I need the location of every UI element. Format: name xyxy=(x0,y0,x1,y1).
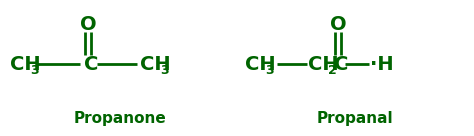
Text: CH: CH xyxy=(10,55,41,73)
Text: Propanal: Propanal xyxy=(317,110,393,126)
Text: CH: CH xyxy=(140,55,171,73)
Text: CH: CH xyxy=(245,55,275,73)
Text: CH: CH xyxy=(308,55,338,73)
Text: 3: 3 xyxy=(265,64,273,78)
Text: 3: 3 xyxy=(30,64,38,78)
Text: 2: 2 xyxy=(328,64,337,78)
Text: O: O xyxy=(330,15,347,33)
Text: Propanone: Propanone xyxy=(73,110,166,126)
Text: C: C xyxy=(84,55,99,73)
Text: 3: 3 xyxy=(160,64,169,78)
Text: O: O xyxy=(80,15,97,33)
Text: ·H: ·H xyxy=(370,55,393,73)
Text: C: C xyxy=(334,55,348,73)
